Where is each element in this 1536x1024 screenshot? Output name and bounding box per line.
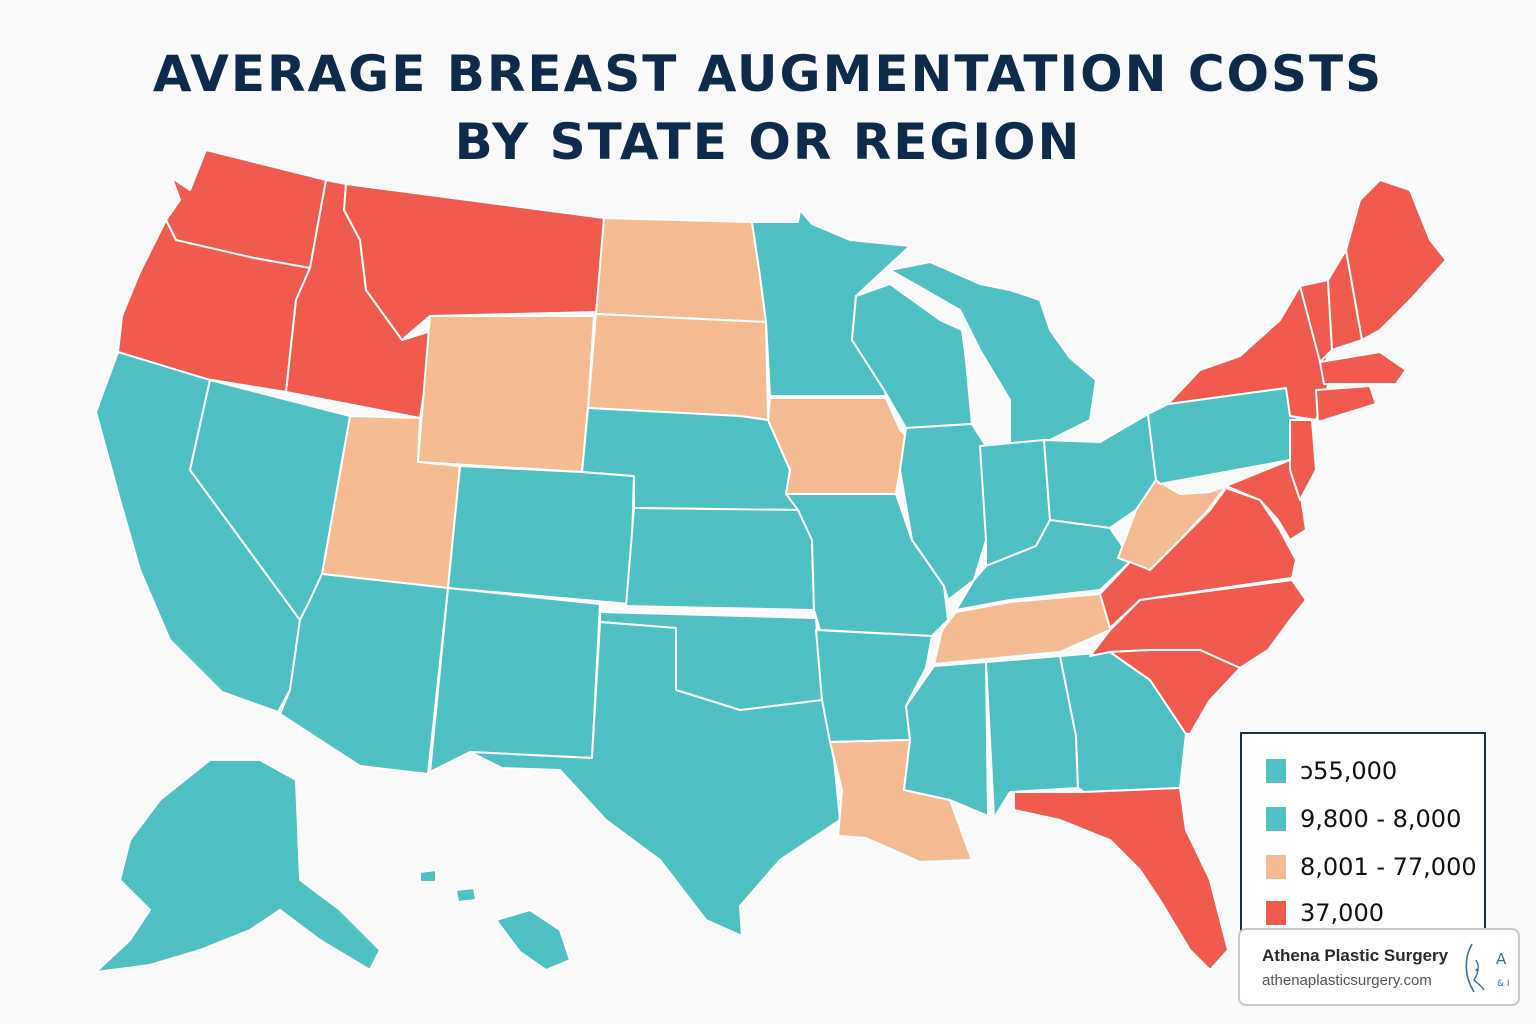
state-north-dakota	[595, 217, 767, 323]
legend-item: 9,800 - 8,000	[1266, 804, 1461, 834]
state-south-dakota	[587, 313, 769, 421]
legend-item: ↄ55,000	[1266, 756, 1397, 786]
state-alaska	[95, 759, 381, 973]
state-new-jersey	[1289, 419, 1317, 501]
map-title-line-1: AVERAGE BREAST AUGMENTATION COSTS	[152, 45, 1384, 103]
state-connecticut-ri	[1315, 385, 1377, 423]
legend: ↄ55,000 9,800 - 8,000 8,001 - 77,000 37,…	[1240, 732, 1486, 932]
brand-url: athenaplasticsurgery.com	[1262, 972, 1432, 989]
state-virginia	[1099, 487, 1297, 629]
state-massachusetts	[1319, 351, 1407, 385]
state-hawaii-islands	[419, 869, 477, 903]
legend-label: 9,800 - 8,000	[1300, 805, 1462, 833]
legend-swatch	[1266, 901, 1286, 925]
brand-card: Athena Plastic Surgery athenaplasticsurg…	[1238, 928, 1520, 1006]
brand-logo-letter: A	[1496, 950, 1507, 968]
legend-label: 37,000	[1300, 899, 1384, 927]
legend-label: 8,001 - 77,000	[1300, 853, 1477, 881]
state-kansas	[625, 507, 815, 611]
legend-swatch	[1266, 759, 1286, 783]
state-florida	[1013, 787, 1229, 971]
state-south-carolina	[1109, 649, 1241, 735]
legend-swatch	[1266, 807, 1286, 831]
state-wisconsin	[851, 283, 973, 429]
state-kentucky	[955, 519, 1133, 611]
brand-name: Athena Plastic Surgery	[1262, 946, 1449, 965]
map-title: AVERAGE BREAST AUGMENTATION COSTS BY STA…	[0, 40, 1536, 176]
legend-label: ↄ55,000	[1300, 757, 1398, 785]
state-wyoming	[417, 315, 595, 473]
legend-item: 8,001 - 77,000	[1266, 852, 1477, 882]
state-colorado	[447, 465, 635, 605]
brand-logo-icon: A & I	[1465, 943, 1510, 993]
state-texas	[469, 621, 841, 937]
map-title-line-2: BY STATE OR REGION	[454, 113, 1082, 171]
state-hawaii	[495, 909, 571, 971]
legend-swatch	[1266, 855, 1286, 879]
state-new-mexico	[429, 587, 601, 773]
brand-logo-sub: & I	[1497, 979, 1510, 989]
legend-item: 37,000	[1266, 898, 1384, 928]
state-maine	[1345, 179, 1447, 341]
state-illinois	[899, 423, 987, 601]
state-michigan	[889, 261, 1097, 445]
state-iowa	[767, 397, 915, 495]
